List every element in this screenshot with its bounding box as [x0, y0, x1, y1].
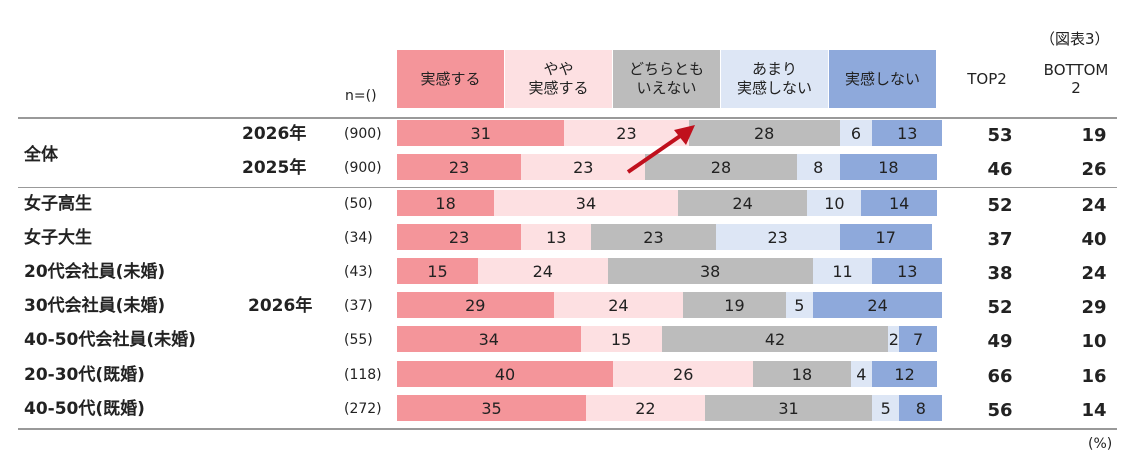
bar-segment: 7: [899, 326, 937, 352]
legend-item-1: 実感する: [397, 50, 504, 108]
row-label: 30代会社員(未婚): [24, 296, 166, 316]
legend-item-3: どちらとも いえない: [613, 50, 720, 108]
bar-segment: 23: [521, 154, 646, 180]
bar-segment: 23: [715, 224, 840, 250]
row-label: 20代会社員(未婚): [24, 262, 166, 282]
bottom2-value: 29: [1081, 297, 1107, 318]
top2-header: TOP2: [967, 70, 1007, 88]
bar-segment: 23: [591, 224, 716, 250]
bar-segment: 24: [553, 292, 684, 318]
unit-label: (%): [1088, 436, 1113, 452]
top2-value: 66: [987, 366, 1013, 387]
bar-segment: 17: [839, 224, 932, 250]
bar-segment: 34: [397, 326, 581, 352]
bar-segment: 5: [872, 395, 900, 421]
bar-segment: 42: [661, 326, 889, 352]
bottom2-value: 16: [1081, 366, 1107, 387]
row-label: 40-50代(既婚): [24, 399, 145, 419]
n-value: (50): [344, 196, 373, 212]
bar-segment: 35: [397, 395, 586, 421]
bar-segment: 4: [850, 361, 873, 387]
arrow-head: [674, 125, 695, 145]
n-header: n=(): [345, 88, 377, 104]
bar-segment: 2: [888, 326, 900, 352]
bar-segment: 34: [494, 190, 678, 216]
year-label: 2025年: [242, 158, 307, 178]
bar-segment: 8: [796, 154, 840, 180]
legend-item-2: やや 実感する: [505, 50, 612, 108]
row-label: 20-30代(既婚): [24, 365, 145, 385]
figure-label: （図表3）: [1040, 30, 1110, 48]
bar-segment: 23: [397, 154, 522, 180]
top2-value: 49: [987, 331, 1013, 352]
bar-segment: 22: [586, 395, 705, 421]
top2-value: 52: [987, 195, 1013, 216]
bar-segment: 29: [397, 292, 554, 318]
bar-segment: 19: [683, 292, 786, 318]
bar-segment: 5: [785, 292, 813, 318]
bottom2-value: 14: [1081, 400, 1107, 421]
bar-segment: 24: [478, 258, 608, 284]
bar-segment: 13: [521, 224, 592, 250]
arrow-line: [626, 132, 685, 174]
bar-segment: 11: [812, 258, 873, 284]
n-value: (34): [344, 230, 373, 246]
top2-value: 38: [987, 263, 1013, 284]
bar-segment: 24: [677, 190, 808, 216]
top2-value: 46: [987, 159, 1013, 180]
bottom2-value: 24: [1081, 263, 1107, 284]
bottom2-value: 40: [1081, 229, 1107, 250]
row-label: 全体: [24, 145, 58, 165]
n-value: (272): [344, 401, 382, 417]
bar-segment: 28: [688, 120, 840, 146]
bar-segment: 18: [839, 154, 937, 180]
n-value: (118): [344, 367, 382, 383]
top2-value: 56: [987, 400, 1013, 421]
top2-value: 53: [987, 125, 1013, 146]
bar-segment: 23: [397, 224, 522, 250]
n-value: (43): [344, 264, 373, 280]
bar-segment: 18: [753, 361, 851, 387]
bottom2-value: 10: [1081, 331, 1107, 352]
legend-item-5: 実感しない: [829, 50, 936, 108]
n-value: (37): [344, 298, 373, 314]
table-top-rule: [18, 117, 1117, 119]
bar-segment: 8: [899, 395, 943, 421]
bar-segment: 13: [872, 120, 943, 146]
table-bottom-rule: [18, 428, 1117, 430]
bar-segment: 6: [839, 120, 873, 146]
bar-segment: 10: [807, 190, 862, 216]
bar-segment: 31: [704, 395, 873, 421]
year-label: 2026年: [242, 124, 307, 144]
bar-segment: 40: [397, 361, 613, 387]
bar-segment: 15: [580, 326, 662, 352]
bar-segment: 38: [607, 258, 813, 284]
bottom2-header: BOTTOM 2: [1043, 61, 1109, 97]
bar-segment: 14: [861, 190, 937, 216]
year-label: 2026年: [248, 296, 313, 316]
bar-segment: 26: [613, 361, 754, 387]
row-label: 40-50代会社員(未婚): [24, 330, 196, 350]
bar-segment: 23: [564, 120, 689, 146]
bar-segment: 31: [397, 120, 565, 146]
bottom2-value: 19: [1081, 125, 1107, 146]
row-label: 女子大生: [24, 228, 92, 248]
group-divider: [18, 187, 1117, 188]
top2-value: 52: [987, 297, 1013, 318]
bottom2-value: 26: [1081, 159, 1107, 180]
top2-value: 37: [987, 229, 1013, 250]
n-value: (900): [344, 126, 382, 142]
bar-segment: 13: [872, 258, 943, 284]
legend-item-4: あまり 実感しない: [721, 50, 828, 108]
row-label: 女子高生: [24, 194, 92, 214]
n-value: (55): [344, 332, 373, 348]
bar-segment: 24: [812, 292, 943, 318]
bar-segment: 15: [397, 258, 478, 284]
bar-segment: 28: [645, 154, 797, 180]
n-value: (900): [344, 160, 382, 176]
bottom2-value: 24: [1081, 195, 1107, 216]
bar-segment: 18: [397, 190, 495, 216]
bar-segment: 12: [872, 361, 937, 387]
